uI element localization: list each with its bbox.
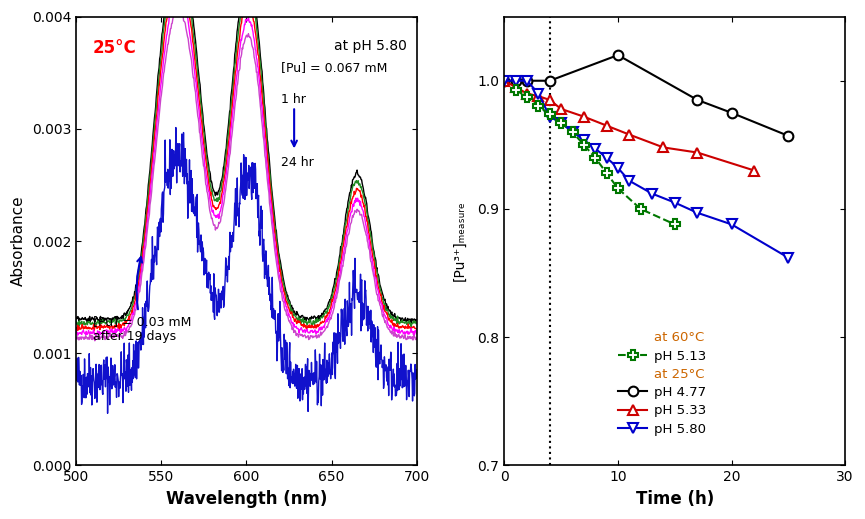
X-axis label: Time (h): Time (h): [636, 490, 714, 508]
Text: at pH 5.80: at pH 5.80: [334, 39, 407, 53]
X-axis label: Wavelength (nm): Wavelength (nm): [166, 490, 327, 508]
Text: [Pu] = 0.067 mM: [Pu] = 0.067 mM: [280, 61, 387, 75]
Text: [Pu] = 0.03 mM
after 19 days: [Pu] = 0.03 mM after 19 days: [93, 257, 191, 343]
Text: 1 hr: 1 hr: [280, 93, 305, 106]
Legend: at 60°C, pH 5.13, at 25°C, pH 4.77, pH 5.33, pH 5.80: at 60°C, pH 5.13, at 25°C, pH 4.77, pH 5…: [613, 326, 712, 441]
Text: 24 hr: 24 hr: [280, 156, 313, 169]
Text: 25°C: 25°C: [93, 39, 137, 57]
Text: [Pu³⁺]ₘₑₐₛᵤᵣₑ: [Pu³⁺]ₘₑₐₛᵤᵣₑ: [453, 201, 467, 281]
Y-axis label: Absorbance: Absorbance: [11, 196, 26, 286]
